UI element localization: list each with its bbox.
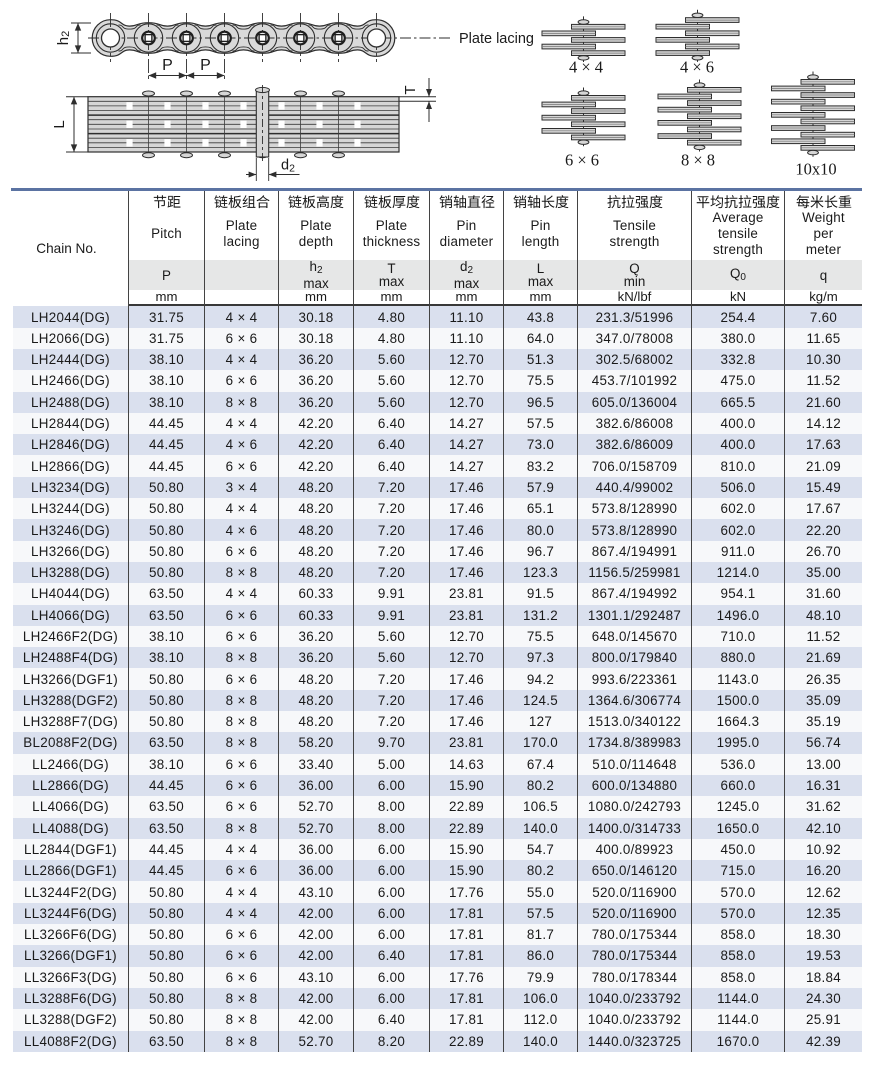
svg-text:P: P: [162, 57, 173, 74]
svg-text:8 × 8: 8 × 8: [681, 151, 715, 170]
svg-text:4 × 4: 4 × 4: [569, 58, 603, 77]
svg-text:P: P: [200, 57, 211, 74]
svg-text:Plate lacing: Plate lacing: [459, 31, 534, 47]
svg-text:10x10: 10x10: [795, 160, 836, 179]
svg-text:h2: h2: [55, 31, 72, 45]
svg-text:6 × 6: 6 × 6: [565, 151, 599, 170]
svg-text:T: T: [402, 85, 419, 94]
svg-text:4 × 6: 4 × 6: [680, 58, 714, 77]
svg-text:L: L: [51, 120, 68, 128]
svg-text:d2: d2: [281, 158, 295, 175]
